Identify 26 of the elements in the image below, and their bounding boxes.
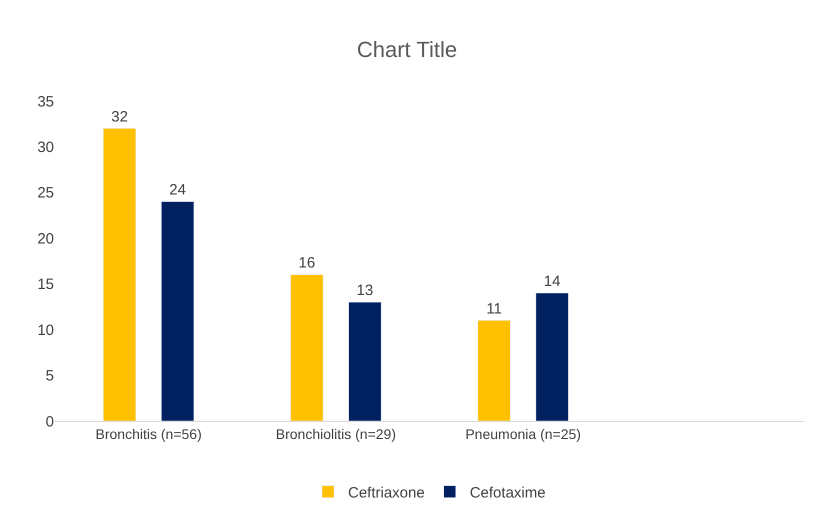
legend-label: Ceftriaxone bbox=[348, 484, 425, 502]
y-tick-label: 10 bbox=[37, 322, 54, 339]
bar bbox=[536, 292, 569, 421]
y-tick-label: 20 bbox=[37, 230, 54, 248]
x-tick-label: Bronchiolitis (n=29) bbox=[276, 426, 396, 442]
bar bbox=[348, 302, 382, 421]
y-tick-label: 35 bbox=[37, 93, 54, 110]
data-label: 24 bbox=[169, 182, 186, 199]
chart-title: Chart Title bbox=[356, 37, 458, 62]
data-label: 32 bbox=[111, 108, 128, 126]
bar bbox=[290, 274, 324, 421]
bar bbox=[103, 128, 136, 421]
y-tick-label: 15 bbox=[37, 276, 54, 294]
y-tick-label: 5 bbox=[46, 368, 54, 385]
legend-label: Cefotaxime bbox=[470, 484, 546, 502]
data-label: 16 bbox=[298, 254, 316, 272]
y-tick-label: 30 bbox=[37, 138, 54, 156]
y-tick-label: 25 bbox=[37, 184, 54, 202]
x-tick-label: Pneumonia (n=25) bbox=[465, 426, 581, 442]
y-tick-label: 0 bbox=[46, 413, 54, 430]
data-label: 14 bbox=[544, 273, 560, 290]
bar bbox=[478, 320, 511, 421]
data-label: 11 bbox=[486, 300, 502, 318]
data-label: 13 bbox=[356, 282, 374, 300]
x-tick-label: Bronchitis (n=56) bbox=[96, 426, 202, 442]
bar bbox=[161, 201, 194, 421]
